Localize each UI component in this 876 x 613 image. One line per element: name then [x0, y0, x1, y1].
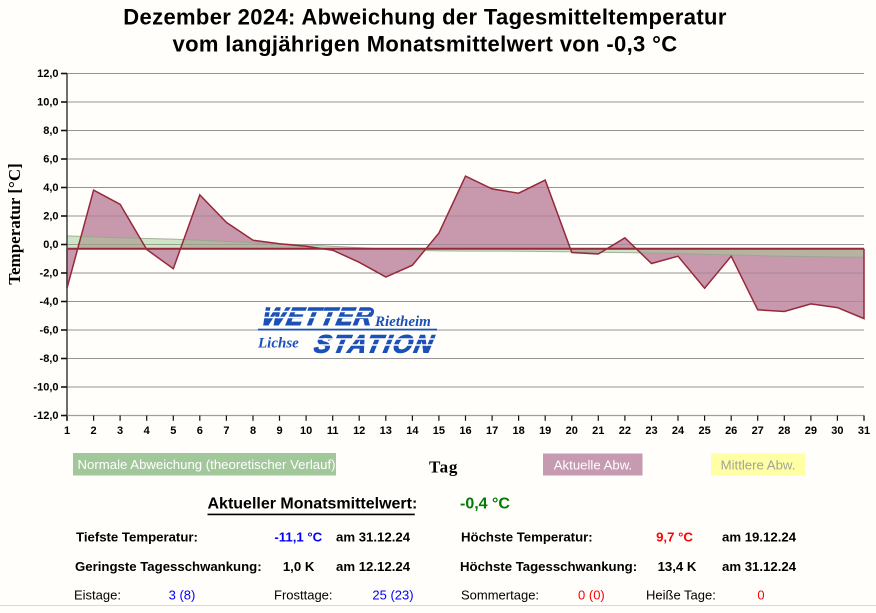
- svg-text:6: 6: [197, 425, 203, 437]
- svg-text:Höchste Temperatur:: Höchste Temperatur:: [461, 529, 593, 544]
- svg-text:-11,1 °C: -11,1 °C: [274, 529, 322, 544]
- svg-text:Normale Abweichung (theoretisc: Normale Abweichung (theoretischer Verlau…: [78, 457, 336, 472]
- svg-text:vom langjährigen Monatsmittelw: vom langjährigen Monatsmittelwert von -0…: [173, 32, 678, 57]
- svg-text:3 (8): 3 (8): [169, 588, 196, 603]
- svg-text:28: 28: [778, 425, 790, 437]
- svg-text:-6,0: -6,0: [40, 325, 59, 337]
- svg-text:11: 11: [327, 425, 339, 437]
- svg-text:15: 15: [433, 425, 445, 437]
- svg-text:1: 1: [64, 425, 70, 437]
- svg-text:0,0: 0,0: [43, 239, 58, 251]
- svg-text:8,0: 8,0: [43, 125, 58, 137]
- svg-text:4: 4: [144, 425, 151, 437]
- svg-text:10,0: 10,0: [37, 97, 58, 109]
- svg-text:-4,0: -4,0: [40, 296, 59, 308]
- svg-text:2,0: 2,0: [43, 211, 58, 223]
- svg-text:4,0: 4,0: [43, 182, 58, 194]
- svg-text:-10,0: -10,0: [33, 382, 58, 394]
- svg-text:13,4 K: 13,4 K: [658, 559, 697, 574]
- svg-text:10: 10: [300, 425, 312, 437]
- svg-text:Tag: Tag: [429, 457, 458, 476]
- svg-text:6,0: 6,0: [43, 154, 58, 166]
- svg-text:am 12.12.24: am 12.12.24: [336, 559, 411, 574]
- svg-text:am 19.12.24: am 19.12.24: [722, 529, 797, 544]
- svg-text:Aktuelle Abw.: Aktuelle Abw.: [554, 458, 632, 473]
- svg-text:Temperatur [°C]: Temperatur [°C]: [5, 163, 24, 285]
- svg-text:1,0 K: 1,0 K: [283, 559, 315, 574]
- svg-text:13: 13: [380, 425, 392, 437]
- svg-text:9: 9: [276, 425, 282, 437]
- svg-text:19: 19: [539, 425, 551, 437]
- svg-text:2: 2: [91, 425, 97, 437]
- svg-text:-2,0: -2,0: [40, 268, 59, 280]
- svg-text:25: 25: [698, 425, 710, 437]
- svg-text:Tiefste Temperatur:: Tiefste Temperatur:: [76, 529, 198, 544]
- svg-text:Lichse: Lichse: [257, 336, 299, 352]
- svg-text:Höchste Tagesschwankung:: Höchste Tagesschwankung:: [460, 559, 637, 574]
- svg-text:3: 3: [117, 425, 123, 437]
- svg-text:18: 18: [512, 425, 524, 437]
- svg-text:14: 14: [406, 425, 419, 437]
- svg-text:Dezember 2024: Abweichung der: Dezember 2024: Abweichung der Tagesmitte…: [123, 5, 727, 30]
- svg-text:0: 0: [757, 588, 764, 603]
- svg-text:-0,4 °C: -0,4 °C: [460, 496, 510, 513]
- svg-text:31: 31: [858, 425, 870, 437]
- svg-text:21: 21: [592, 425, 604, 437]
- svg-text:26: 26: [725, 425, 737, 437]
- svg-text:Mittlere Abw.: Mittlere Abw.: [721, 458, 796, 473]
- svg-text:12: 12: [353, 425, 365, 437]
- svg-text:Geringste Tagesschwankung:: Geringste Tagesschwankung:: [75, 559, 262, 574]
- svg-text:Aktueller Monatsmittelwert:: Aktueller Monatsmittelwert:: [208, 496, 418, 513]
- svg-text:12,0: 12,0: [37, 68, 58, 80]
- svg-text:16: 16: [459, 425, 471, 437]
- svg-text:22: 22: [619, 425, 631, 437]
- svg-text:Frosttage:: Frosttage:: [274, 588, 333, 603]
- svg-text:-8,0: -8,0: [40, 353, 59, 365]
- svg-text:24: 24: [672, 425, 685, 437]
- svg-text:5: 5: [170, 425, 176, 437]
- svg-text:17: 17: [486, 425, 498, 437]
- svg-text:am 31.12.24: am 31.12.24: [722, 559, 797, 574]
- svg-text:am 31.12.24: am 31.12.24: [336, 529, 411, 544]
- svg-text:27: 27: [752, 425, 764, 437]
- svg-text:Eistage:: Eistage:: [74, 588, 121, 603]
- svg-text:29: 29: [805, 425, 817, 437]
- svg-text:23: 23: [645, 425, 657, 437]
- svg-text:20: 20: [566, 425, 578, 437]
- svg-text:8: 8: [250, 425, 256, 437]
- svg-text:25 (23): 25 (23): [372, 588, 413, 603]
- svg-text:30: 30: [831, 425, 843, 437]
- svg-text:Sommertage:: Sommertage:: [461, 588, 539, 603]
- svg-text:Heiße Tage:: Heiße Tage:: [646, 588, 716, 603]
- svg-text:0 (0): 0 (0): [578, 588, 605, 603]
- svg-text:-12,0: -12,0: [33, 410, 58, 422]
- svg-text:9,7 °C: 9,7 °C: [656, 529, 693, 544]
- svg-text:7: 7: [223, 425, 229, 437]
- svg-text:Rietheim: Rietheim: [374, 314, 431, 330]
